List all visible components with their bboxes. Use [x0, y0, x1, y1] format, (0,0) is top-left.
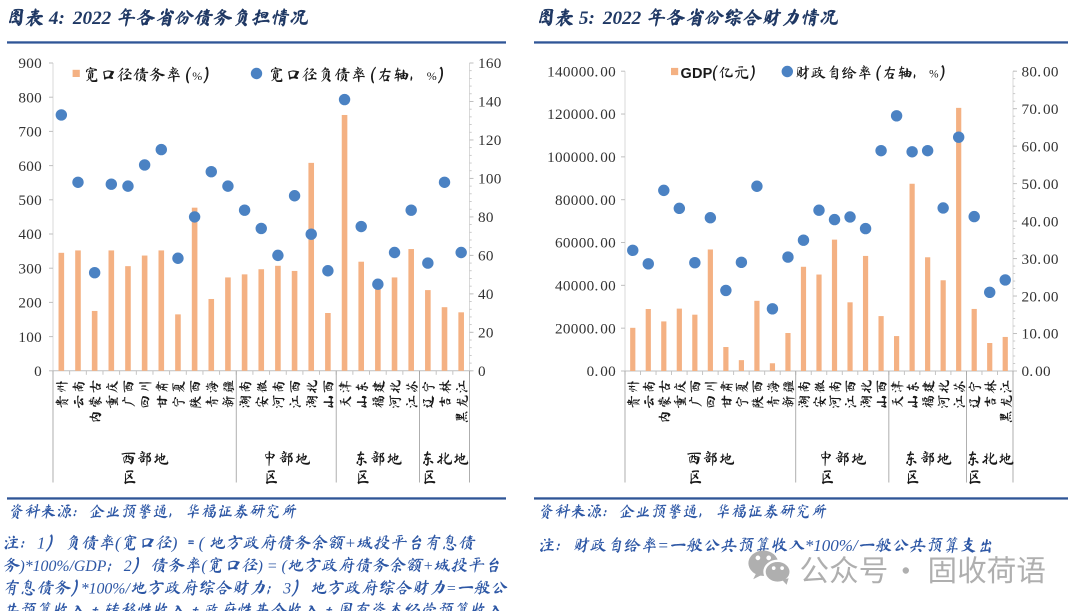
svg-text:700: 700	[18, 124, 42, 141]
svg-text:40: 40	[478, 286, 494, 303]
svg-text:80.00: 80. 00	[1022, 63, 1059, 80]
svg-text:(: (	[201, 558, 208, 575]
svg-text:400: 400	[18, 226, 42, 243]
svg-text:) = (: ) = (	[257, 558, 289, 575]
svg-text:=: =	[446, 581, 457, 598]
svg-text:200: 200	[18, 295, 42, 312]
svg-text:5:: 5:	[579, 8, 595, 29]
svg-text:%: %	[929, 69, 939, 81]
svg-text:900: 900	[18, 55, 42, 72]
svg-text:2: 2	[124, 558, 132, 575]
svg-text:(: (	[199, 534, 206, 553]
svg-text:40.00: 40. 00	[1022, 213, 1059, 230]
svg-text:0.00: 0. 00	[587, 363, 616, 380]
svg-text:60000.00: 60000. 00	[555, 235, 616, 252]
svg-text:600: 600	[18, 158, 42, 175]
svg-text:+: +	[423, 558, 434, 575]
svg-text:100000.00: 100000. 00	[547, 149, 616, 166]
svg-text:0: 0	[478, 363, 486, 380]
svg-text:20000.00: 20000. 00	[555, 320, 616, 337]
svg-text:1: 1	[37, 534, 46, 553]
svg-text:800: 800	[18, 89, 42, 106]
svg-text:100: 100	[478, 171, 502, 188]
svg-text:0: 0	[34, 363, 42, 380]
svg-text:0.00: 0. 00	[1022, 363, 1051, 380]
svg-text:40000.00: 40000. 00	[555, 278, 616, 295]
svg-text:80: 80	[478, 209, 494, 226]
svg-text:)*100%/GDP: )*100%/GDP	[19, 558, 107, 575]
svg-text:): )	[171, 534, 178, 553]
svg-text:10.00: 10. 00	[1022, 326, 1059, 343]
svg-text:160: 160	[478, 55, 502, 72]
svg-text:2022: 2022	[602, 8, 642, 29]
svg-text:4:: 4:	[48, 8, 65, 29]
svg-text:500: 500	[18, 192, 42, 209]
svg-text:100: 100	[18, 329, 42, 346]
svg-text:%: %	[192, 69, 202, 83]
svg-text:30.00: 30. 00	[1022, 251, 1059, 268]
svg-text:(: (	[115, 534, 122, 553]
svg-text:3: 3	[282, 581, 291, 598]
svg-text:*100%/: *100%/	[81, 581, 132, 598]
svg-text:120000.00: 120000. 00	[547, 106, 616, 123]
svg-text:+: +	[345, 534, 356, 553]
svg-text:80000.00: 80000. 00	[555, 192, 616, 209]
svg-text:300: 300	[18, 260, 42, 277]
svg-text:20: 20	[478, 325, 494, 342]
svg-text:140000.00: 140000. 00	[547, 63, 616, 80]
svg-text:140: 140	[478, 94, 502, 111]
svg-text:20.00: 20. 00	[1022, 288, 1059, 305]
svg-text:50.00: 50. 00	[1022, 176, 1059, 193]
svg-text:%: %	[427, 69, 437, 83]
svg-text:120: 120	[478, 132, 502, 149]
svg-text:60.00: 60. 00	[1022, 138, 1059, 155]
svg-text:70.00: 70. 00	[1022, 101, 1059, 118]
svg-text:2022: 2022	[72, 8, 112, 29]
svg-text:*100%/: *100%/	[805, 536, 860, 555]
svg-text:=: =	[657, 536, 668, 555]
svg-text:60: 60	[478, 248, 494, 265]
svg-text:GDP: GDP	[681, 66, 713, 82]
